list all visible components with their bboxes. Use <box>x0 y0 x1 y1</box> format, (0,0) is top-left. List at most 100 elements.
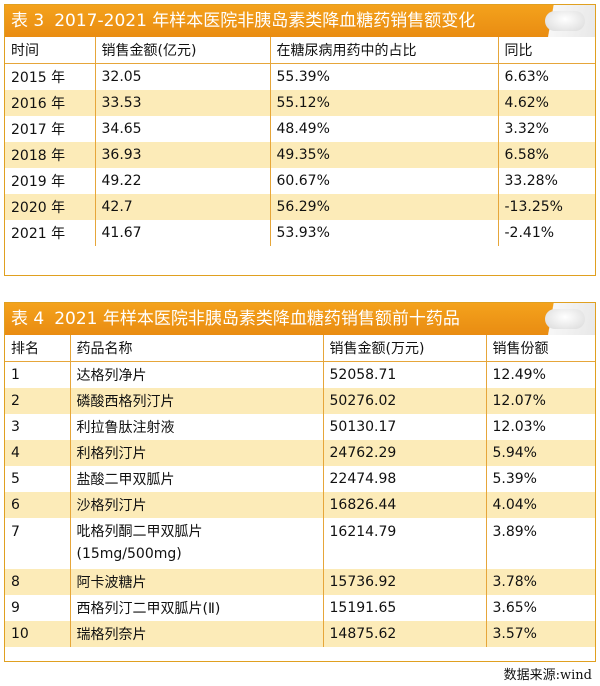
cell-yoy: 6.63% <box>497 63 595 90</box>
table3-header-sales: 销售金额(亿元) <box>94 37 270 64</box>
cell-sales: 15191.65 <box>322 595 486 621</box>
cell-share: 3.78% <box>485 569 595 595</box>
table-row: 2020 年 42.7 56.29% -13.25% <box>5 194 595 220</box>
cell-share: 55.12% <box>269 90 498 116</box>
table4-header-sales: 销售金额(万元) <box>322 335 486 362</box>
cell-sales: 41.67 <box>94 220 270 246</box>
cell-share: 5.39% <box>485 466 595 492</box>
cell-share: 12.07% <box>485 388 595 414</box>
cell-rank: 1 <box>11 367 20 383</box>
table-row: 2018 年 36.93 49.35% 6.58% <box>5 142 595 168</box>
cell-sales: 50130.17 <box>322 414 486 440</box>
cell-drug: 磷酸西格列汀片 <box>69 388 323 414</box>
cell-sales: 32.05 <box>94 63 270 90</box>
cell-share: 56.29% <box>269 194 498 220</box>
cell-rank: 8 <box>5 569 70 595</box>
cell-sales: 24762.29 <box>322 440 486 466</box>
title-tab-decoration <box>533 5 595 37</box>
cell-year: 2018 年 <box>5 142 95 168</box>
table3-number: 表 3 <box>11 11 45 31</box>
data-source-note: 数据来源:wind <box>503 668 592 683</box>
table-row: 8 阿卡波糖片 15736.92 3.78% <box>5 569 595 595</box>
cell-rank: 2 <box>5 388 70 414</box>
cell-year: 2019 年 <box>11 174 66 190</box>
table4-number: 表 4 <box>11 309 45 329</box>
cell-drug: 西格列汀二甲双胍片(Ⅱ) <box>69 595 323 621</box>
cell-drug: 瑞格列奈片 <box>69 621 323 647</box>
table-row: 4 利格列汀片 24762.29 5.94% <box>5 440 595 466</box>
cell-drug: 吡格列酮二甲双胍片(15mg/500mg) <box>69 518 323 569</box>
cell-sales: 42.7 <box>94 194 270 220</box>
cell-yoy: 3.32% <box>497 116 595 142</box>
cell-year: 2015 年 <box>11 70 66 86</box>
cell-rank: 6 <box>5 492 70 518</box>
cell-share: 12.03% <box>485 414 595 440</box>
table4-title-bar: 表 4 2021 年样本医院非胰岛素类降血糖药销售额前十药品 <box>5 303 595 335</box>
table-row: 7 吡格列酮二甲双胍片(15mg/500mg) 16214.79 3.89% <box>5 518 595 569</box>
cell-share: 60.67% <box>269 168 498 194</box>
cell-drug: 达格列净片 <box>69 361 323 388</box>
cell-rank: 5 <box>11 471 20 487</box>
cell-sales: 49.22 <box>94 168 270 194</box>
cell-sales: 52058.71 <box>322 361 486 388</box>
cell-year: 2017 年 <box>11 122 66 138</box>
cell-sales: 34.65 <box>94 116 270 142</box>
cell-sales: 15736.92 <box>322 569 486 595</box>
cell-share: 3.89% <box>485 518 595 569</box>
table4-header-rank: 排名 <box>5 335 70 362</box>
table3-title: 2017-2021 年样本医院非胰岛素类降血糖药销售额变化 <box>54 11 476 31</box>
table3-header-row: 时间 销售金额(亿元) 在糖尿病用药中的占比 同比 <box>5 37 595 64</box>
cell-yoy: -2.41% <box>497 220 595 246</box>
table-row: 2019 年 49.22 60.67% 33.28% <box>5 168 595 194</box>
cell-share: 3.65% <box>485 595 595 621</box>
table-row: 6 沙格列汀片 16826.44 4.04% <box>5 492 595 518</box>
table4: 排名 药品名称 销售金额(万元) 销售份额 1 达格列净片 52058.71 1… <box>5 335 595 647</box>
cell-yoy: -13.25% <box>497 194 595 220</box>
cell-share: 4.04% <box>485 492 595 518</box>
table-row: 5 盐酸二甲双胍片 22474.98 5.39% <box>5 466 595 492</box>
cell-year: 2020 年 <box>5 194 95 220</box>
cell-sales: 16826.44 <box>322 492 486 518</box>
table-row: 3 利拉鲁肽注射液 50130.17 12.03% <box>5 414 595 440</box>
cell-share: 48.49% <box>269 116 498 142</box>
cell-sales: 33.53 <box>94 90 270 116</box>
cell-rank: 3 <box>11 419 20 435</box>
table4-header-row: 排名 药品名称 销售金额(万元) 销售份额 <box>5 335 595 362</box>
table-row: 10 瑞格列奈片 14875.62 3.57% <box>5 621 595 647</box>
title-tab-decoration <box>533 303 595 335</box>
cell-rank: 7 <box>11 524 20 540</box>
cell-share: 5.94% <box>485 440 595 466</box>
table4-header-drug: 药品名称 <box>69 335 323 362</box>
cell-rank: 9 <box>11 600 20 616</box>
cell-share: 55.39% <box>269 63 498 90</box>
cell-share: 12.49% <box>485 361 595 388</box>
table-row: 2017 年 34.65 48.49% 3.32% <box>5 116 595 142</box>
table3-header-share: 在糖尿病用药中的占比 <box>269 37 498 64</box>
cell-yoy: 33.28% <box>497 168 595 194</box>
cell-share: 3.57% <box>485 621 595 647</box>
table-row: 9 西格列汀二甲双胍片(Ⅱ) 15191.65 3.65% <box>5 595 595 621</box>
cell-share: 53.93% <box>269 220 498 246</box>
cell-drug: 利拉鲁肽注射液 <box>69 414 323 440</box>
cell-drug: 利格列汀片 <box>69 440 323 466</box>
cell-year: 2021 年 <box>11 226 66 242</box>
table3-header-time: 时间 <box>5 37 95 64</box>
cell-sales: 14875.62 <box>322 621 486 647</box>
cell-drug: 盐酸二甲双胍片 <box>69 466 323 492</box>
table3: 时间 销售金额(亿元) 在糖尿病用药中的占比 同比 2015 年 32.05 5… <box>5 37 595 246</box>
cell-drug: 阿卡波糖片 <box>69 569 323 595</box>
table4-header-share: 销售份额 <box>485 335 595 362</box>
table-row: 2015 年 32.05 55.39% 6.63% <box>5 63 595 90</box>
cell-year: 2016 年 <box>5 90 95 116</box>
table-row: 2021 年 41.67 53.93% -2.41% <box>5 220 595 246</box>
table4-title: 2021 年样本医院非胰岛素类降血糖药销售额前十药品 <box>54 309 460 329</box>
table3-panel: 表 3 2017-2021 年样本医院非胰岛素类降血糖药销售额变化 时间 销售金额… <box>4 4 596 276</box>
table-row: 1 达格列净片 52058.71 12.49% <box>5 361 595 388</box>
table3-header-yoy: 同比 <box>497 37 595 64</box>
cell-sales: 36.93 <box>94 142 270 168</box>
cell-sales: 22474.98 <box>322 466 486 492</box>
cell-rank: 4 <box>5 440 70 466</box>
cell-share: 49.35% <box>269 142 498 168</box>
cell-rank: 10 <box>5 621 70 647</box>
cell-yoy: 6.58% <box>497 142 595 168</box>
